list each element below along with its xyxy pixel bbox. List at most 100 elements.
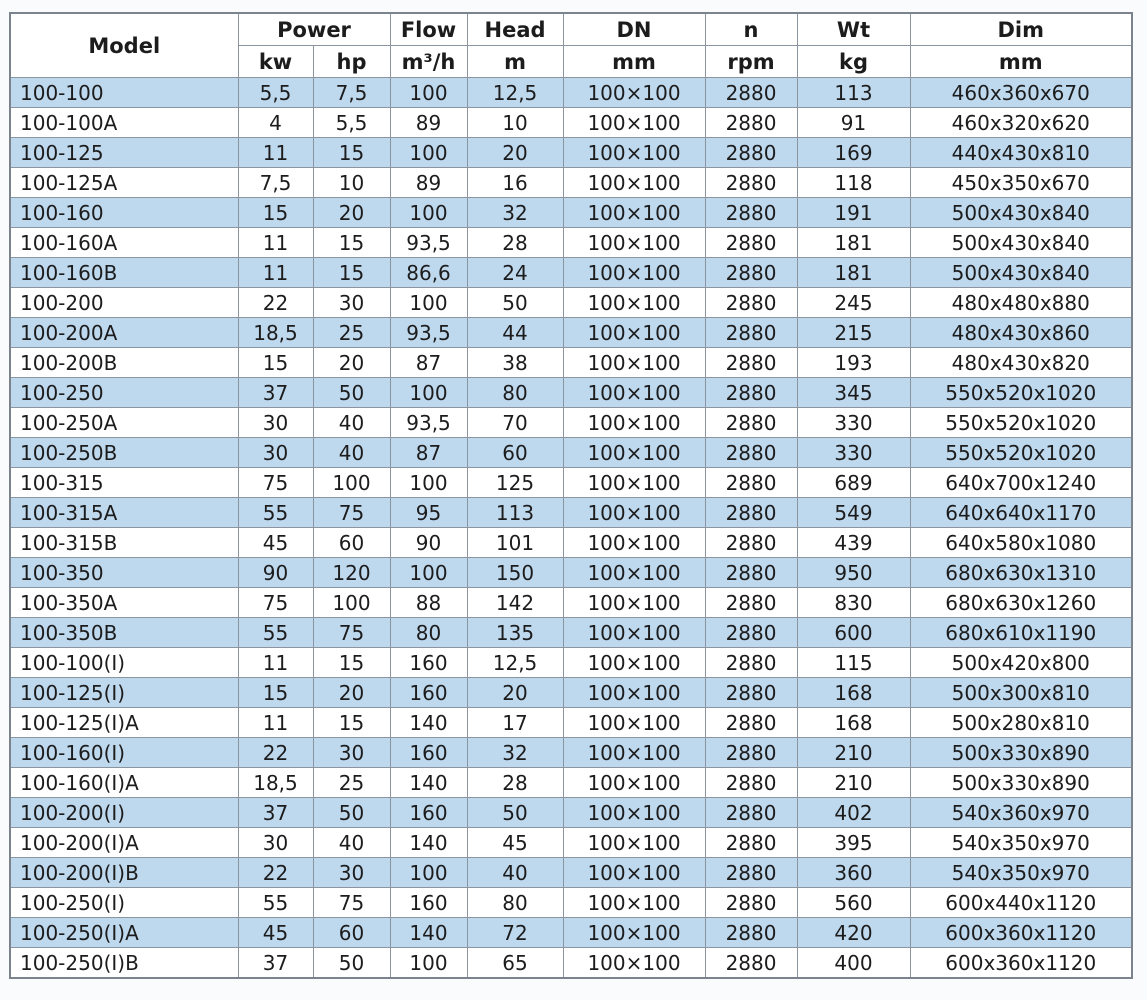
cell-hp: 20 [312,197,391,228]
cell-wt: 950 [796,557,911,588]
cell-model: 100-125A [9,167,239,198]
cell-flow: 140 [389,917,468,948]
cell-hp: 60 [312,917,391,948]
cell-n: 2880 [704,887,798,918]
cell-hp: 15 [312,137,391,168]
cell-dn: 100×100 [562,377,706,408]
cell-n: 2880 [704,767,798,798]
cell-wt: 330 [796,407,911,438]
cell-kw: 75 [237,467,314,498]
cell-dim: 680x610x1190 [909,617,1133,648]
cell-dim: 540x350x970 [909,827,1133,858]
cell-flow: 160 [389,737,468,768]
cell-n: 2880 [704,167,798,198]
col-header-head: Head [466,12,564,46]
unit-header-kw: kw [237,45,314,78]
cell-head: 20 [466,137,564,168]
cell-dim: 550x520x1020 [909,407,1133,438]
cell-head: 142 [466,587,564,618]
cell-wt: 402 [796,797,911,828]
unit-header-wt: kg [796,45,911,78]
cell-dim: 550x520x1020 [909,377,1133,408]
cell-kw: 30 [237,827,314,858]
cell-flow: 93,5 [389,227,468,258]
cell-kw: 90 [237,557,314,588]
cell-dn: 100×100 [562,887,706,918]
cell-kw: 15 [237,197,314,228]
table-row: 100-200B 15 20 87 38 100×100 2880 193 480x430x82… [9,347,1133,378]
cell-dn: 100×100 [562,917,706,948]
cell-wt: 439 [796,527,911,558]
cell-wt: 549 [796,497,911,528]
cell-dn: 100×100 [562,737,706,768]
cell-hp: 75 [312,497,391,528]
cell-model: 100-125(I) [9,677,239,708]
cell-n: 2880 [704,347,798,378]
cell-hp: 75 [312,617,391,648]
cell-n: 2880 [704,287,798,318]
cell-head: 40 [466,857,564,888]
cell-head: 10 [466,107,564,138]
cell-n: 2880 [704,257,798,288]
cell-flow: 160 [389,647,468,678]
col-header-n: n [704,12,798,46]
cell-flow: 160 [389,677,468,708]
cell-n: 2880 [704,107,798,138]
cell-head: 60 [466,437,564,468]
cell-wt: 215 [796,317,911,348]
cell-kw: 45 [237,527,314,558]
col-header-model: Model [9,12,239,78]
cell-head: 20 [466,677,564,708]
cell-dn: 100×100 [562,107,706,138]
cell-model: 100-160B [9,257,239,288]
cell-dn: 100×100 [562,527,706,558]
cell-hp: 100 [312,467,391,498]
cell-dim: 600x440x1120 [909,887,1133,918]
cell-flow: 89 [389,107,468,138]
table-row: 100-160 15 20 100 32 100×100 2880 191 500x430x84… [9,197,1133,228]
cell-hp: 15 [312,227,391,258]
cell-wt: 400 [796,947,911,979]
cell-kw: 18,5 [237,317,314,348]
cell-dn: 100×100 [562,197,706,228]
cell-model: 100-350B [9,617,239,648]
cell-head: 150 [466,557,564,588]
unit-header-flow: m³/h [389,45,468,78]
cell-hp: 50 [312,377,391,408]
cell-hp: 30 [312,857,391,888]
cell-hp: 25 [312,317,391,348]
cell-kw: 37 [237,947,314,979]
cell-model: 100-315B [9,527,239,558]
cell-flow: 100 [389,947,468,979]
cell-wt: 181 [796,257,911,288]
cell-n: 2880 [704,797,798,828]
unit-header-dn: mm [562,45,706,78]
cell-n: 2880 [704,437,798,468]
cell-n: 2880 [704,557,798,588]
table-row: 100-160(I)A 18,5 25 140 28 100×100 2880 210 500x… [9,767,1133,798]
cell-hp: 60 [312,527,391,558]
cell-wt: 181 [796,227,911,258]
cell-n: 2880 [704,407,798,438]
cell-model: 100-160 [9,197,239,228]
cell-model: 100-200(I) [9,797,239,828]
cell-model: 100-200 [9,287,239,318]
cell-hp: 120 [312,557,391,588]
table-row: 100-160B 11 15 86,6 24 100×100 2880 181 500x430x… [9,257,1133,288]
table-row: 100-125(I) 15 20 160 20 100×100 2880 168 500x300… [9,677,1133,708]
cell-dn: 100×100 [562,797,706,828]
cell-head: 24 [466,257,564,288]
cell-head: 50 [466,797,564,828]
table-row: 100-250(I)A 45 60 140 72 100×100 2880 420 600x36… [9,917,1133,948]
cell-wt: 420 [796,917,911,948]
table-row: 100-200A 18,5 25 93,5 44 100×100 2880 215 480x43… [9,317,1133,348]
cell-flow: 93,5 [389,407,468,438]
cell-kw: 22 [237,287,314,318]
table-row: 100-250 37 50 100 80 100×100 2880 345 550x520x10… [9,377,1133,408]
cell-flow: 140 [389,767,468,798]
cell-head: 38 [466,347,564,378]
cell-model: 100-350A [9,587,239,618]
table-row: 100-160A 11 15 93,5 28 100×100 2880 181 500x430x… [9,227,1133,258]
cell-head: 28 [466,227,564,258]
cell-kw: 4 [237,107,314,138]
